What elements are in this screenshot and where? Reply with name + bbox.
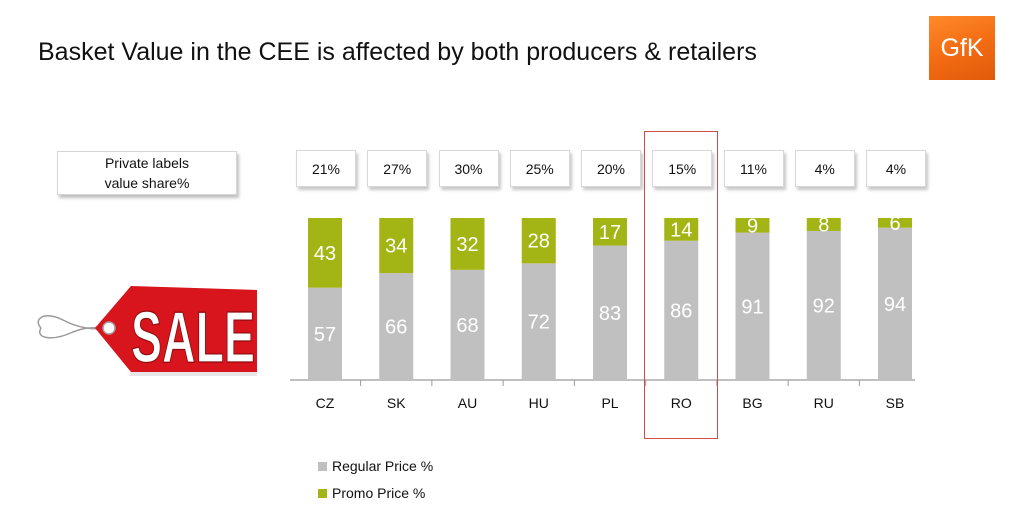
label-promo-sb: 6 (889, 213, 900, 235)
bar-promo-hu (521, 218, 556, 264)
share-box-cz: 21% (296, 150, 356, 187)
share-box-bg: 11% (723, 150, 784, 187)
legend-label-regular: Regular Price % (332, 458, 434, 474)
share-box-pl: 20% (581, 150, 641, 187)
private-labels-line2: value share% (104, 175, 190, 191)
bar-promo-bg (735, 218, 770, 233)
share-box-sk: 27% (367, 150, 428, 187)
share-box-sb: 4% (866, 150, 926, 187)
logo-text: GfK (940, 33, 984, 62)
label-regular-hu: 72 (528, 312, 550, 334)
sale-tag-icon: SALE (37, 286, 257, 379)
x-tick-label-sb: SB (886, 395, 905, 411)
x-tick-label-bg: BG (742, 395, 762, 411)
sale-tag-body (95, 286, 257, 372)
label-promo-sk: 34 (385, 236, 407, 258)
legend-swatch-promo (318, 488, 327, 498)
label-regular-ru: 92 (813, 295, 835, 317)
bar-promo-sk (379, 218, 414, 274)
legend-item-regular: Regular Price % (318, 458, 433, 474)
legend-label-promo: Promo Price % (332, 485, 426, 501)
label-regular-pl: 83 (599, 303, 621, 325)
bar-regular-sk (379, 273, 414, 380)
legend-item-promo: Promo Price % (318, 485, 425, 501)
bar-promo-au (450, 218, 485, 270)
label-promo-ro: 14 (670, 219, 692, 241)
bar-regular-pl (593, 245, 627, 380)
x-tick-label-cz: CZ (316, 395, 335, 411)
label-promo-au: 32 (456, 234, 478, 256)
legend-swatch-regular (318, 461, 327, 471)
ro-highlight-box (644, 131, 718, 439)
share-box-ro: 15% (652, 150, 713, 187)
page-title: Basket Value in the CEE is affected by b… (38, 38, 757, 66)
bar-promo-cz (308, 218, 342, 288)
bar-promo-sb (878, 218, 912, 228)
bar-regular-au (450, 269, 485, 380)
label-regular-cz: 57 (314, 324, 336, 346)
label-promo-hu: 28 (528, 231, 550, 253)
bar-promo-pl (593, 218, 627, 246)
bar-regular-bg (735, 232, 770, 380)
private-labels-label-box: Private labels value share% (57, 151, 237, 195)
x-tick-label-pl: PL (601, 395, 618, 411)
x-tick-label-ru: RU (814, 395, 834, 411)
bar-regular-ru (806, 230, 841, 380)
share-box-hu: 25% (509, 150, 570, 187)
label-regular-ro: 86 (670, 300, 692, 322)
label-promo-pl: 17 (599, 222, 621, 244)
x-tick-label-ro: RO (671, 395, 692, 411)
label-regular-sb: 94 (884, 294, 906, 316)
x-tick-label-au: AU (458, 395, 477, 411)
bar-regular-ro (664, 240, 699, 380)
label-regular-bg: 91 (741, 296, 763, 318)
label-promo-ru: 8 (818, 214, 829, 236)
label-regular-sk: 66 (385, 317, 407, 339)
x-tick-label-sk: SK (387, 395, 406, 411)
bar-promo-ru (806, 218, 841, 231)
sale-tag-text: SALE (131, 298, 255, 378)
private-labels-line1: Private labels (104, 155, 190, 171)
share-box-ru: 4% (794, 150, 855, 187)
label-promo-bg: 9 (747, 215, 758, 237)
bar-regular-hu (521, 263, 556, 380)
share-box-au: 30% (438, 150, 499, 187)
gfk-logo: GfK (929, 16, 995, 80)
bar-promo-ro (664, 218, 699, 241)
label-regular-au: 68 (456, 315, 478, 337)
x-tick-label-hu: HU (529, 395, 549, 411)
bar-regular-sb (878, 227, 912, 380)
bar-regular-cz (308, 287, 342, 380)
label-promo-cz: 43 (314, 243, 336, 265)
